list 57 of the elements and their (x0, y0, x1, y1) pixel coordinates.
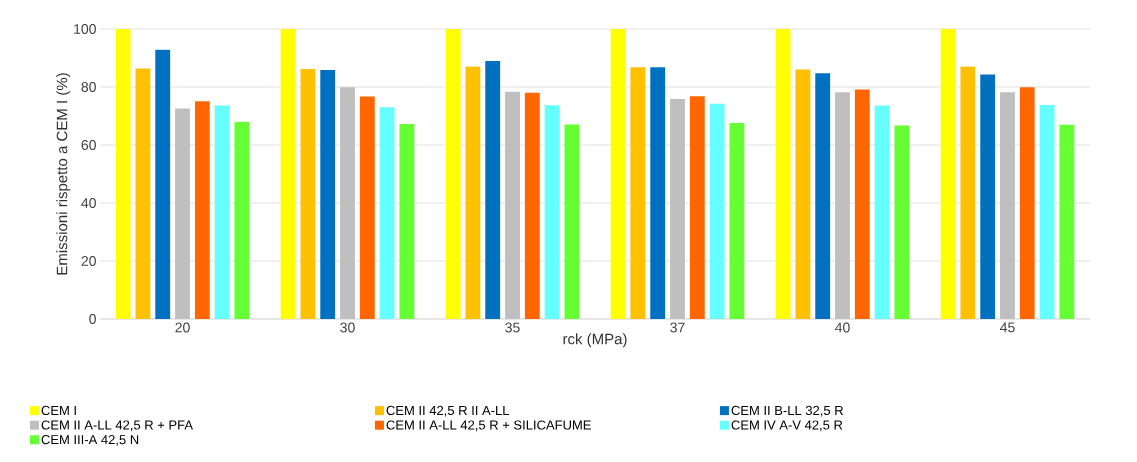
bar (214, 105, 230, 319)
x-axis-title: rck (MPa) (563, 333, 627, 348)
bar (135, 68, 151, 319)
bar (894, 125, 910, 319)
bar (445, 28, 461, 319)
bar (940, 28, 956, 319)
bar (300, 69, 316, 319)
bar (980, 74, 996, 319)
x-tick-label: 30 (340, 322, 355, 333)
bar (709, 103, 725, 319)
x-tick-label: 35 (505, 322, 520, 333)
legend-label: CEM II 42,5 R II A-LL (386, 405, 510, 417)
bar (465, 66, 481, 319)
bar (1059, 124, 1075, 319)
legend-label: CEM II A-LL 42,5 R + PFA (41, 420, 193, 432)
legend-label: CEM I (41, 405, 76, 416)
bar (630, 67, 646, 319)
bar (485, 60, 501, 319)
bar (564, 124, 580, 319)
legend-label: CEM III-A 42,5 N (41, 434, 139, 446)
bar (610, 28, 626, 319)
bar (854, 89, 870, 319)
legend-label: CEM II B-LL 32,5 R (731, 405, 844, 417)
bar (689, 96, 705, 319)
y-tick-label: 60 (81, 140, 96, 150)
y-tick-label: 40 (81, 198, 96, 208)
x-tick-label: 37 (670, 322, 685, 333)
bar (815, 73, 831, 319)
y-tick-label: 0 (89, 314, 96, 324)
bar (795, 69, 811, 319)
bar (1039, 104, 1055, 319)
bar (155, 49, 171, 319)
bar (729, 122, 745, 319)
x-tick-label: 20 (175, 322, 190, 333)
bar (1019, 87, 1035, 319)
bar (379, 107, 395, 319)
legend-label: CEM IV A-V 42,5 R (731, 420, 843, 432)
x-tick-label: 40 (835, 322, 850, 333)
bar (359, 96, 375, 319)
bar (960, 66, 976, 319)
x-tick-label: 45 (1000, 322, 1015, 333)
bar (874, 105, 890, 319)
bar (775, 28, 791, 319)
bar (115, 28, 131, 319)
bar (399, 124, 415, 319)
bar (524, 92, 540, 319)
y-axis-title: Emissioni rispetto a CEM I (%) (56, 73, 71, 275)
y-tick-label: 20 (81, 256, 96, 266)
bar (544, 105, 560, 319)
y-tick-label: 80 (81, 82, 96, 92)
bar (650, 67, 666, 319)
bar (320, 69, 336, 319)
bar (194, 101, 210, 319)
y-tick-label: 100 (74, 24, 96, 34)
bar (234, 121, 250, 319)
legend-label: CEM II A-LL 42,5 R + SILICAFUME (386, 420, 591, 432)
bar (280, 28, 296, 319)
